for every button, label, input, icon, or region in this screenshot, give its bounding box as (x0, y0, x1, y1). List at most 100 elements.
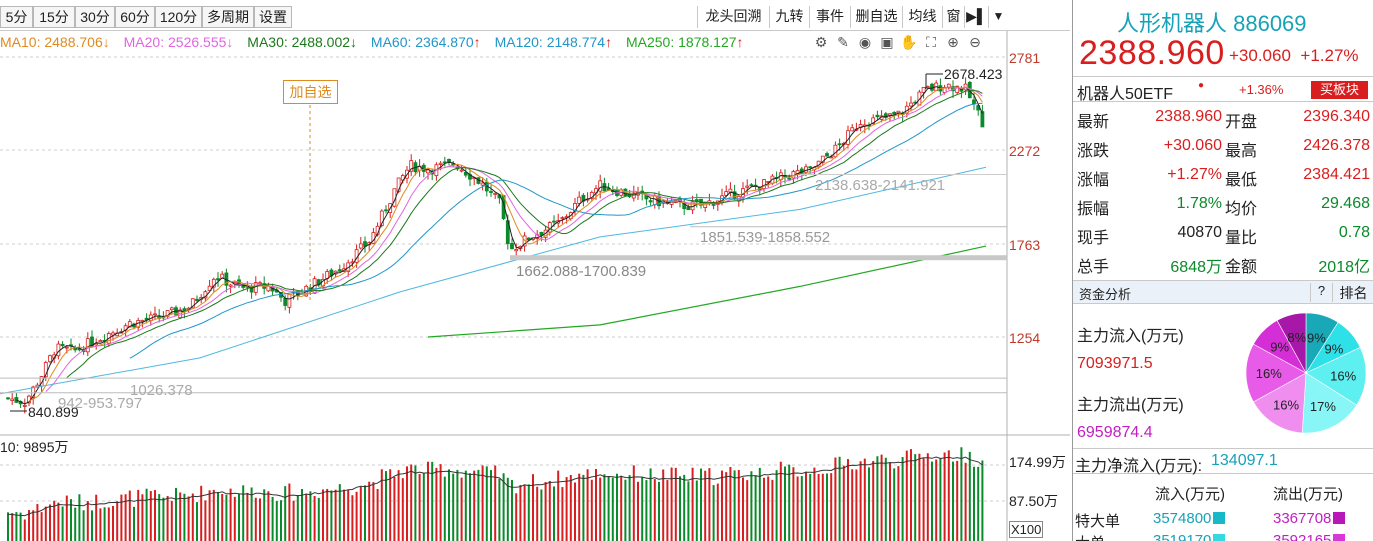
candle-body (85, 338, 90, 353)
candle-body (560, 217, 565, 220)
volume-scale-label[interactable]: X100 (1009, 521, 1044, 538)
candle-body (384, 209, 388, 212)
candle-body (732, 191, 737, 199)
quote-field-label: 开盘 (1225, 114, 1258, 131)
candle-body (463, 171, 468, 176)
candle-body (442, 161, 447, 164)
quote-row: 总手 6848万 金额 2018亿 (1073, 249, 1373, 278)
quote-row: 现手 40870 量比 0.78 (1073, 220, 1373, 249)
candle-body (64, 346, 69, 349)
candle-body (211, 278, 216, 288)
candle-body (598, 180, 603, 192)
quote-field-label: 量比 (1225, 230, 1258, 247)
quote-field-value: 2396.340 (1303, 108, 1370, 125)
quote-field-label: 涨幅 (1077, 172, 1110, 189)
candle-body (22, 405, 27, 407)
gap-label: 1026.378 (130, 382, 193, 399)
quote-field-label: 最高 (1225, 143, 1258, 160)
collapse-panel-icon[interactable]: ▶▌ (964, 6, 988, 28)
net-inflow-value: 134097.1 (1211, 452, 1278, 469)
zoom-in-icon[interactable]: ⊕ (947, 34, 959, 50)
settings-button[interactable]: 设置 (254, 6, 292, 28)
leader-backtrack-button[interactable]: 龙头回溯 (697, 6, 769, 28)
pie-slice-label: 9% (1325, 341, 1344, 356)
quote-field-label: 总手 (1077, 259, 1110, 276)
candle-body (749, 184, 754, 187)
events-button[interactable]: 事件 (809, 6, 850, 28)
price-tick-label: 1254 (1009, 330, 1041, 346)
window-button[interactable]: 窗 (942, 6, 964, 28)
candle-body (539, 231, 544, 236)
fullscreen-icon[interactable]: ⛶ (926, 34, 936, 50)
flow-out-value: 3367708 (1273, 510, 1346, 527)
ma120-line (0, 166, 987, 395)
ma250-line (427, 245, 987, 338)
add-watchlist-marker[interactable]: 加自选 (283, 80, 338, 104)
ma10-line (28, 86, 983, 402)
quote-field-label: 现手 (1077, 230, 1110, 247)
candle-body (447, 158, 451, 163)
candle-body (169, 307, 174, 311)
period-5min-button[interactable]: 5分 (0, 6, 33, 28)
period-30min-button[interactable]: 30分 (75, 6, 115, 28)
quote-field-value: 2388.960 (1155, 108, 1222, 125)
candle-body (283, 297, 288, 306)
candle-body (56, 343, 61, 357)
etf-row[interactable]: 机器人50ETF ● +1.36% 买板块 (1073, 76, 1373, 103)
buy-sector-button[interactable]: 买板块 (1311, 81, 1368, 99)
candle-body (909, 102, 913, 107)
quote-row: 最新 2388.960 开盘 2396.340 (1073, 104, 1373, 133)
quote-field-label: 振幅 (1077, 201, 1110, 218)
ma10-label: MA10: 2488.706↓ (0, 34, 110, 50)
etf-name[interactable]: 机器人50ETF (1077, 86, 1174, 103)
help-button[interactable]: ? (1310, 283, 1332, 302)
rank-button[interactable]: 排名 (1332, 283, 1373, 302)
candle-body (438, 162, 443, 165)
chevron-down-icon[interactable]: ▼ (988, 6, 1008, 28)
candle-body (43, 362, 48, 378)
pie-slice-label: 9% (1270, 340, 1289, 355)
main-inflow-label: 主力流入(万元) (1077, 328, 1184, 345)
quote-field-value: 40870 (1177, 224, 1223, 241)
pie-slice (1245, 343, 1307, 403)
candle-body (652, 195, 657, 206)
pie-slice-label: 16% (1330, 368, 1356, 383)
pen-icon[interactable]: ✎ (837, 34, 849, 50)
candle-body (837, 143, 842, 146)
ma30-line (66, 90, 983, 378)
candle-body (379, 210, 384, 226)
ma250-label: MA250: 1878.127↑ (625, 34, 744, 50)
candle-body (459, 169, 464, 172)
nine-turn-button[interactable]: 九转 (769, 6, 809, 28)
gap-label: 2138.638-2141.921 (815, 177, 946, 194)
kline-chart[interactable] (0, 31, 1070, 541)
main-inflow-value: 7093971.5 (1077, 355, 1153, 372)
candle-body (98, 340, 103, 343)
eye-icon[interactable]: ◉ (858, 34, 872, 50)
candle-body (258, 282, 262, 285)
trash-icon[interactable]: ▣ (880, 34, 894, 50)
quote-field-value: 2018亿 (1318, 259, 1370, 276)
zoom-out-icon[interactable]: ⊖ (969, 34, 981, 50)
pie-slice (1305, 347, 1367, 406)
flow-table-header: 流入(万元) 流出(万元) (1073, 480, 1373, 504)
flow-out-value: 3592165 (1273, 532, 1346, 541)
candle-body (787, 177, 792, 180)
moving-average-button[interactable]: 均线 (902, 6, 942, 28)
gear-icon[interactable]: ⚙ (814, 34, 828, 50)
period-120min-button[interactable]: 120分 (155, 6, 202, 28)
multi-period-button[interactable]: 多周期 (202, 6, 254, 28)
flow-row: 大单 3519170 3592165 (1073, 530, 1373, 541)
period-15min-button[interactable]: 15分 (33, 6, 75, 28)
candle-body (804, 166, 808, 173)
candle-body (942, 87, 947, 93)
quote-field-label: 最低 (1225, 172, 1258, 189)
gap-label: 1662.088-1700.839 (516, 263, 647, 280)
flow-in-value: 3519170 (1153, 532, 1226, 541)
candle-body (140, 320, 145, 322)
period-60min-button[interactable]: 60分 (115, 6, 155, 28)
remove-watchlist-button[interactable]: 删自选 (850, 6, 902, 28)
quote-field-value: 2426.378 (1303, 137, 1370, 154)
hand-icon[interactable]: ✋ (900, 34, 918, 50)
pie-slice-label: 16% (1256, 366, 1282, 381)
